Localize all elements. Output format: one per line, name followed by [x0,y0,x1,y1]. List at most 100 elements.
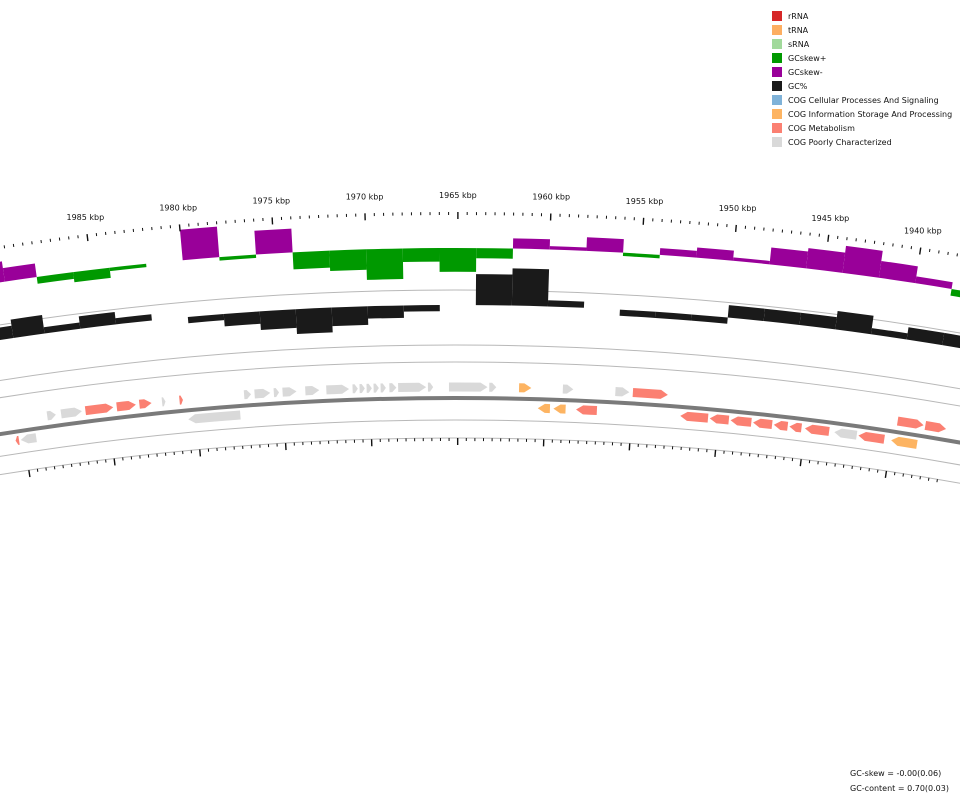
inner-tick [884,470,888,478]
inner-tick [927,477,930,481]
gc-skew-bin [950,288,960,298]
tick-label: 1950 kbp [719,204,757,213]
gc-skew-bin [179,226,220,261]
gc-content-bin [367,305,404,319]
outer-tick [827,234,830,242]
forward-gene [84,403,114,416]
gc-skew-bin [219,254,257,261]
inner-tick [714,449,717,458]
forward-gene [924,421,947,433]
gc-content-bin [906,327,945,346]
gc-skew-track [0,226,960,298]
gc-skew-bin [146,260,183,264]
forward-gene [373,383,379,393]
legend-item-rrna: rRNA [772,9,952,23]
reverse-gene [858,432,885,444]
gc-skew-bin [659,248,697,258]
ring-line [0,419,960,466]
forward-gene [896,416,924,429]
forward-gene [632,387,668,399]
tick-label: 1985 kbp [67,213,105,222]
gc-content-bin [691,314,728,324]
reverse-gene [15,435,20,445]
legend-label: rRNA [788,11,809,21]
gc-skew-bin [732,257,770,265]
stats-panel: GC-skew = -0.00(0.06) GC-content = 0.70(… [850,766,949,796]
reverse-gene [753,418,773,430]
legend-item-gcskew-plus: GCskew+ [772,51,952,65]
tick-label: 1955 kbp [626,197,664,206]
legend-swatch [772,95,782,105]
gc-content-bin [151,317,188,321]
gc-skew-bin [439,248,477,272]
forward-gene [60,407,82,419]
forward-gene [46,410,56,421]
gc-skew-bin [2,263,37,282]
gc-content-bin [511,268,550,307]
tick-label: 1970 kbp [346,192,384,201]
legend-swatch [772,53,782,63]
gc-content-bin [655,311,692,321]
forward-gene [615,386,630,397]
forward-gene [282,387,297,397]
inner-tick [28,470,31,478]
gc-content-bin [475,274,513,306]
gc-content-bin [583,307,620,310]
legend-label: GC% [788,81,808,91]
reverse-gene [789,422,803,433]
legend-swatch [772,123,782,133]
reverse-gene [680,411,709,423]
genome-backbone [0,396,960,445]
legend-label: GCskew+ [788,53,827,63]
forward-gene [243,390,252,400]
reverse-genes-track [15,403,918,449]
legend-label: sRNA [788,39,810,49]
gc-content-bin [223,311,261,327]
legend-item-cog-cellular: COG Cellular Processes And Signaling [772,93,952,107]
forward-gene [389,383,397,393]
tick-label: 1975 kbp [252,196,290,205]
gc-content-bin [547,300,585,308]
gc-skew-bin [402,248,440,263]
forward-gene [273,388,280,398]
gc-content-bin [763,308,801,326]
legend-item-cog-poorly: COG Poorly Characterized [772,135,952,149]
tick-label: 1965 kbp [439,191,477,200]
legend-swatch [772,39,782,49]
backbone-line [0,396,960,445]
legend-label: COG Information Storage And Processing [788,109,953,119]
ring-line [0,361,960,407]
reverse-gene [576,405,598,416]
legend-label: COG Cellular Processes And Signaling [788,95,939,105]
gc-skew-bin [476,248,513,259]
gc-skew-bin [549,246,587,251]
gc-skew-bin [254,228,293,255]
gc-content-stat: GC-content = 0.70(0.03) [850,784,949,793]
legend-item-gcskew-minus: GCskew- [772,65,952,79]
gc-content-bin [10,315,45,338]
reverse-gene [709,414,730,425]
legend-swatch [772,109,782,119]
inner-tick [799,459,802,467]
forward-gene [489,382,497,392]
legend-swatch [772,11,782,21]
gc-skew-bin [842,245,883,278]
inner-tick [113,458,116,466]
legend-item-srna: sRNA [772,37,952,51]
gc-skew-bin [806,248,846,273]
forward-gene [116,400,136,412]
reverse-gene [730,416,752,427]
gc-skew-bin [878,260,918,284]
legend-swatch [772,81,782,91]
gc-content-bin [295,307,333,335]
forward-gene [398,382,427,393]
forward-gene [254,388,271,399]
gc-content-bin [403,305,440,312]
gc-skew-bin [329,249,367,271]
reverse-gene [20,433,37,444]
gc-skew-bin [366,248,404,280]
tick-labels: 1985 kbp 1980 kbp 1975 kbp 1970 kbp 1965 kbp… [67,191,942,236]
gc-skew-bin [769,247,809,269]
forward-genes-track [46,382,947,433]
